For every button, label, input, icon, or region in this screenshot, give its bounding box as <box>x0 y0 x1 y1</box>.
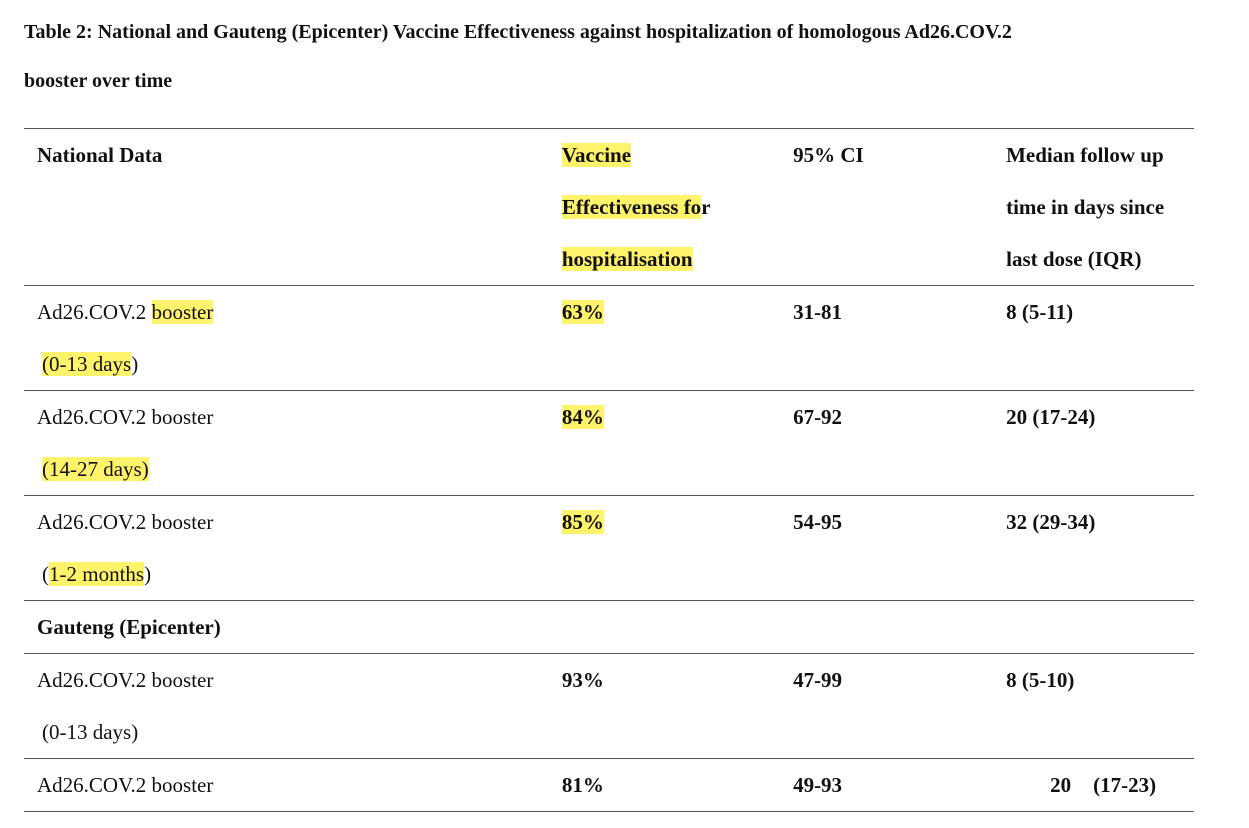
row-label: Ad26.COV.2 booster (0-13 days) <box>37 300 214 376</box>
row-label: Ad26.COV.2 booster (0-13 days) <box>37 668 214 744</box>
table-row: Ad26.COV.2 booster (1-2 months) 85% 54-9… <box>24 495 1194 601</box>
row-ci: 67-92 <box>793 405 843 429</box>
row-followup: 20 (17-23) <box>1050 773 1157 797</box>
row-ci: 54-95 <box>793 510 843 534</box>
row-ci: 47-99 <box>793 668 843 692</box>
table-row: Ad26.COV.2 booster 81% 49-93 20 (17-23) <box>24 758 1194 812</box>
row-ci: 31-81 <box>793 300 843 324</box>
vaccine-effectiveness-table: National Data Vaccine Effectiveness for … <box>24 128 1194 812</box>
row-ve: 85% <box>561 510 604 534</box>
caption-line-1: Table 2: National and Gauteng (Epicenter… <box>24 21 1012 43</box>
row-label: Ad26.COV.2 booster (1-2 months) <box>37 510 214 586</box>
table-row: Ad26.COV.2 booster (0-13 days) 93% 47-99… <box>24 653 1194 759</box>
row-ve: 63% <box>561 300 604 324</box>
row-label: Ad26.COV.2 booster <box>37 773 214 797</box>
caption-line-2: booster over time <box>24 70 173 92</box>
header-median-followup: Median follow up time in days since last… <box>1006 143 1165 271</box>
table-caption: Table 2: National and Gauteng (Epicenter… <box>24 8 1214 106</box>
row-ci: 49-93 <box>793 773 843 797</box>
row-ve: 93% <box>561 668 604 692</box>
row-followup: 8 (5-11) <box>1006 300 1074 324</box>
table-row: Ad26.COV.2 booster (14-27 days) 84% 67-9… <box>24 390 1194 496</box>
section-heading-row: Gauteng (Epicenter) <box>24 600 1194 654</box>
row-label: Ad26.COV.2 booster (14-27 days) <box>37 405 214 481</box>
header-national-data: National Data <box>37 143 163 167</box>
section-title-gauteng: Gauteng (Epicenter) <box>37 615 221 639</box>
table-row: Ad26.COV.2 booster (0-13 days) 63% 31-81… <box>24 285 1194 391</box>
header-vaccine-effectiveness: Vaccine Effectiveness for hospitalisatio… <box>561 143 711 271</box>
row-followup: 20 (17-24) <box>1006 405 1096 429</box>
row-ve: 84% <box>561 405 604 429</box>
row-followup: 32 (29-34) <box>1006 510 1096 534</box>
table-header-row: National Data Vaccine Effectiveness for … <box>24 128 1194 286</box>
row-followup: 8 (5-10) <box>1006 668 1075 692</box>
header-ci: 95% CI <box>793 143 864 167</box>
row-ve: 81% <box>561 773 604 797</box>
